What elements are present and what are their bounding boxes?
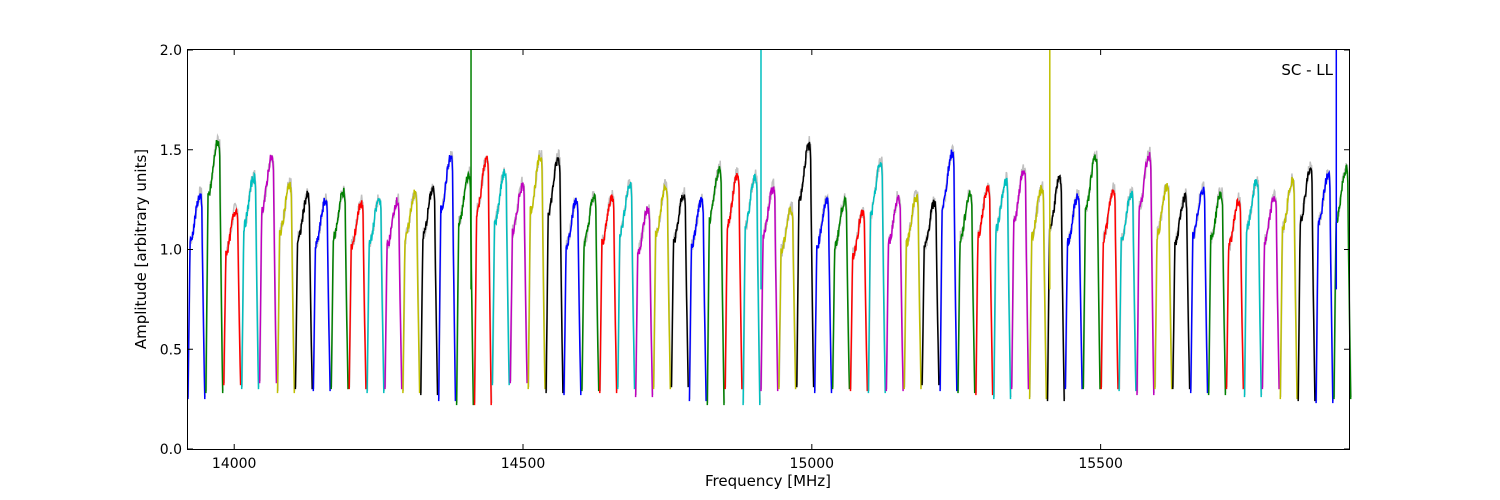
band-line-8 xyxy=(330,187,349,390)
band-line-6 xyxy=(294,190,313,390)
band-line-37 xyxy=(849,209,869,392)
band-line-5 xyxy=(276,181,296,394)
ticks: 14000 14500 15000 15500 0.0 0.5 1.0 1.5 2.0 xyxy=(160,43,1349,472)
band-line-16 xyxy=(473,155,492,406)
band-line-54 xyxy=(1154,182,1173,390)
y-tick-label-2: 1.0 xyxy=(160,243,182,259)
x-tick-label-3: 15500 xyxy=(1078,456,1123,472)
band-line-58 xyxy=(1225,197,1245,390)
band-line-63 xyxy=(1315,169,1334,404)
band-line-31 xyxy=(742,173,761,406)
x-tick-label-2: 15000 xyxy=(790,456,835,472)
band-line-29 xyxy=(706,166,725,406)
y-tick-label-3: 1.5 xyxy=(160,143,182,159)
band-line-47 xyxy=(1028,184,1048,400)
band-line-19 xyxy=(527,154,546,390)
y-axis-label: Amplitude [arbitrary units] xyxy=(132,149,150,349)
band-line-36 xyxy=(831,195,851,390)
band-line-20 xyxy=(545,157,564,394)
band-line-18 xyxy=(509,182,528,384)
band-line-50 xyxy=(1082,154,1101,390)
x-axis-label: Frequency [MHz] xyxy=(705,472,831,490)
band-line-17 xyxy=(491,169,510,386)
x-tick-label-0: 14000 xyxy=(212,456,257,472)
x-tick-label-1: 14500 xyxy=(501,456,546,472)
band-line-25 xyxy=(634,206,654,398)
band-line-38 xyxy=(867,162,886,394)
band-line-30 xyxy=(724,173,743,390)
band-line-43 xyxy=(957,190,976,394)
chart-annotation: SC - LL xyxy=(1281,61,1333,79)
band-line-10 xyxy=(366,198,385,394)
plot-frame xyxy=(187,49,1350,450)
band-line-22 xyxy=(581,192,600,392)
band-line-35 xyxy=(813,196,833,394)
band-line-33 xyxy=(778,206,797,390)
band-line-13 xyxy=(420,185,439,396)
band-line-9 xyxy=(348,200,367,390)
band-line-52 xyxy=(1118,190,1137,392)
band-line-62 xyxy=(1297,166,1316,402)
band-line-34 xyxy=(796,141,815,388)
band-line-2 xyxy=(223,207,242,386)
band-line-3 xyxy=(240,171,260,390)
band-line-46 xyxy=(1010,169,1030,390)
band-line-42 xyxy=(939,149,958,392)
band-line-0 xyxy=(187,193,206,400)
band-line-57 xyxy=(1207,191,1227,396)
band-line-41 xyxy=(921,199,940,386)
band-line-45 xyxy=(993,177,1012,400)
band-line-24 xyxy=(616,181,636,390)
y-tick-label-1: 0.5 xyxy=(160,342,182,358)
band-line-11 xyxy=(384,197,403,390)
y-tick-label-4: 2.0 xyxy=(160,43,182,59)
band-line-14 xyxy=(437,155,457,402)
band-line-1 xyxy=(205,139,224,394)
y-tick-label-0: 0.0 xyxy=(160,442,182,458)
band-line-53 xyxy=(1136,152,1155,396)
band-line-32 xyxy=(760,186,779,392)
band-line-60 xyxy=(1261,196,1280,390)
band-line-4 xyxy=(258,154,278,384)
band-line-21 xyxy=(563,197,582,396)
band-line-28 xyxy=(688,196,707,402)
band-line-44 xyxy=(975,185,994,396)
band-line-7 xyxy=(312,198,331,392)
band-line-40 xyxy=(903,193,922,390)
band-line-56 xyxy=(1189,186,1209,394)
band-line-39 xyxy=(885,194,904,392)
band-line-61 xyxy=(1279,176,1298,400)
band-line-59 xyxy=(1243,179,1262,398)
band-line-55 xyxy=(1172,191,1191,390)
band-line-49 xyxy=(1064,193,1083,390)
plot-lines xyxy=(187,50,1352,406)
band-line-27 xyxy=(670,194,689,388)
band-line-26 xyxy=(652,183,672,390)
band-line-51 xyxy=(1100,189,1119,390)
band-line-23 xyxy=(599,193,618,394)
band-line-12 xyxy=(402,189,421,394)
